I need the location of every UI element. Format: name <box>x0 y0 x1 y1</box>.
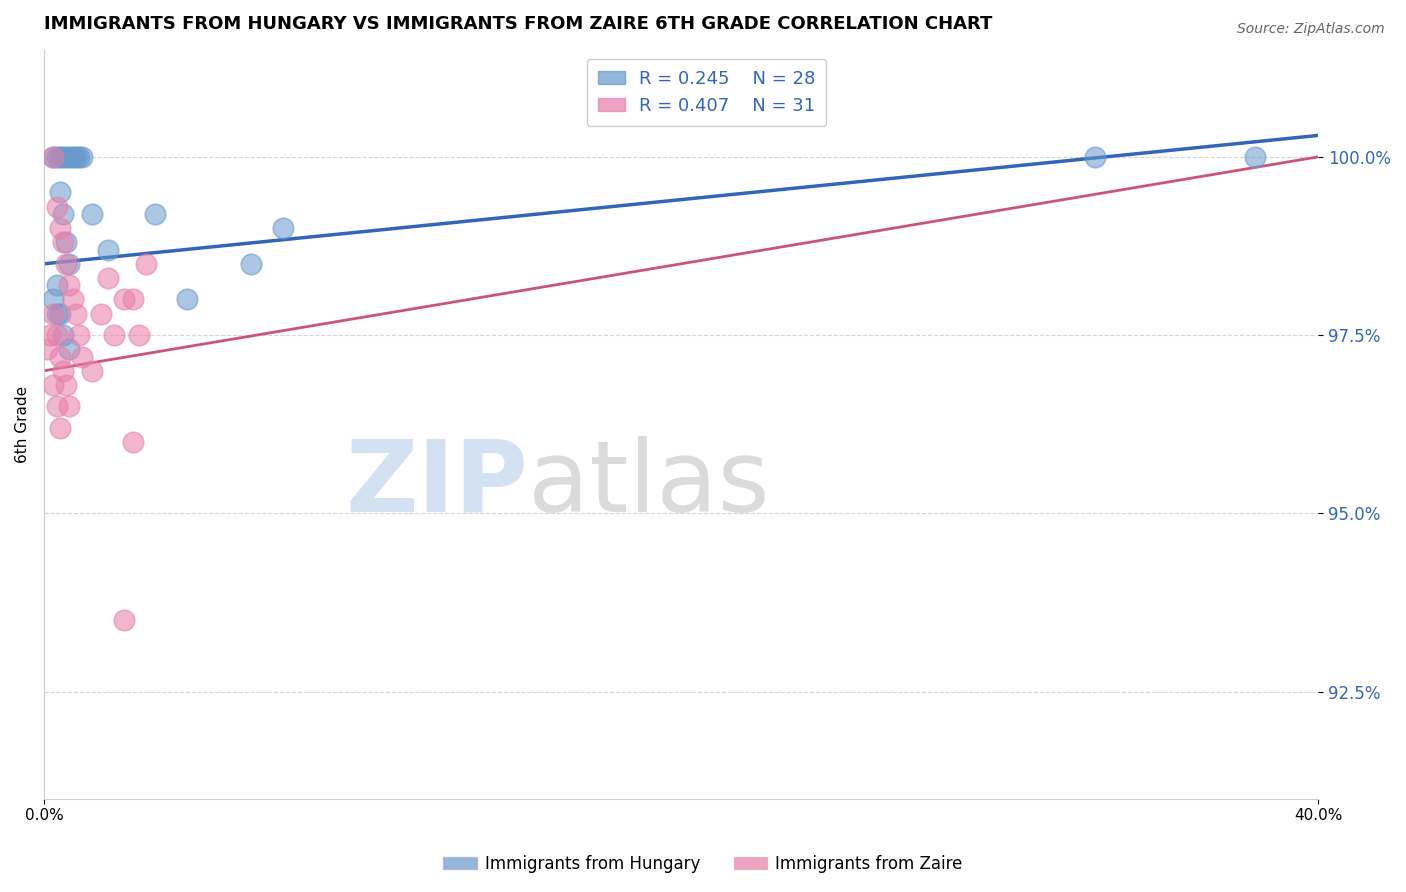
Point <box>176 293 198 307</box>
Point <box>42 378 65 392</box>
Text: IMMIGRANTS FROM HUNGARY VS IMMIGRANTS FROM ZAIRE 6TH GRADE CORRELATION CHART: IMMIGRANTS FROM HUNGARY VS IMMIGRANTS FR… <box>44 15 993 33</box>
Point <box>42 293 65 307</box>
Point <box>45 150 67 164</box>
Point <box>135 257 157 271</box>
Legend: R = 0.245    N = 28, R = 0.407    N = 31: R = 0.245 N = 28, R = 0.407 N = 31 <box>586 59 827 126</box>
Point <box>52 328 75 343</box>
Point <box>65 150 87 164</box>
Point <box>42 150 65 164</box>
Point <box>58 257 80 271</box>
Point <box>67 150 90 164</box>
Point <box>42 150 65 164</box>
Point <box>67 328 90 343</box>
Point <box>52 207 75 221</box>
Point <box>271 221 294 235</box>
Point <box>62 293 84 307</box>
Point <box>45 307 67 321</box>
Point <box>70 350 93 364</box>
Point <box>122 435 145 450</box>
Point <box>90 307 112 321</box>
Point <box>45 200 67 214</box>
Point <box>58 400 80 414</box>
Point <box>145 207 167 221</box>
Point <box>49 221 72 235</box>
Point <box>58 278 80 293</box>
Point <box>62 150 84 164</box>
Point <box>45 278 67 293</box>
Point <box>65 307 87 321</box>
Point <box>42 307 65 321</box>
Point <box>39 328 62 343</box>
Point <box>112 614 135 628</box>
Point <box>49 350 72 364</box>
Point <box>122 293 145 307</box>
Point <box>80 207 103 221</box>
Point <box>49 421 72 435</box>
Point <box>49 150 72 164</box>
Y-axis label: 6th Grade: 6th Grade <box>15 385 30 463</box>
Point <box>35 343 58 357</box>
Point <box>128 328 150 343</box>
Point <box>49 186 72 200</box>
Point <box>70 150 93 164</box>
Point <box>97 243 120 257</box>
Point <box>52 235 75 250</box>
Point <box>112 293 135 307</box>
Point <box>55 235 77 250</box>
Point <box>52 150 75 164</box>
Point <box>103 328 125 343</box>
Point <box>55 150 77 164</box>
Point <box>52 364 75 378</box>
Point <box>58 343 80 357</box>
Text: Source: ZipAtlas.com: Source: ZipAtlas.com <box>1237 22 1385 37</box>
Text: atlas: atlas <box>529 435 769 533</box>
Point <box>58 150 80 164</box>
Point <box>97 271 120 285</box>
Point <box>55 378 77 392</box>
Point <box>45 328 67 343</box>
Point <box>1084 150 1107 164</box>
Point <box>240 257 263 271</box>
Text: ZIP: ZIP <box>346 435 529 533</box>
Point <box>49 307 72 321</box>
Point <box>1243 150 1265 164</box>
Point <box>55 257 77 271</box>
Point <box>80 364 103 378</box>
Point <box>45 400 67 414</box>
Legend: Immigrants from Hungary, Immigrants from Zaire: Immigrants from Hungary, Immigrants from… <box>437 848 969 880</box>
